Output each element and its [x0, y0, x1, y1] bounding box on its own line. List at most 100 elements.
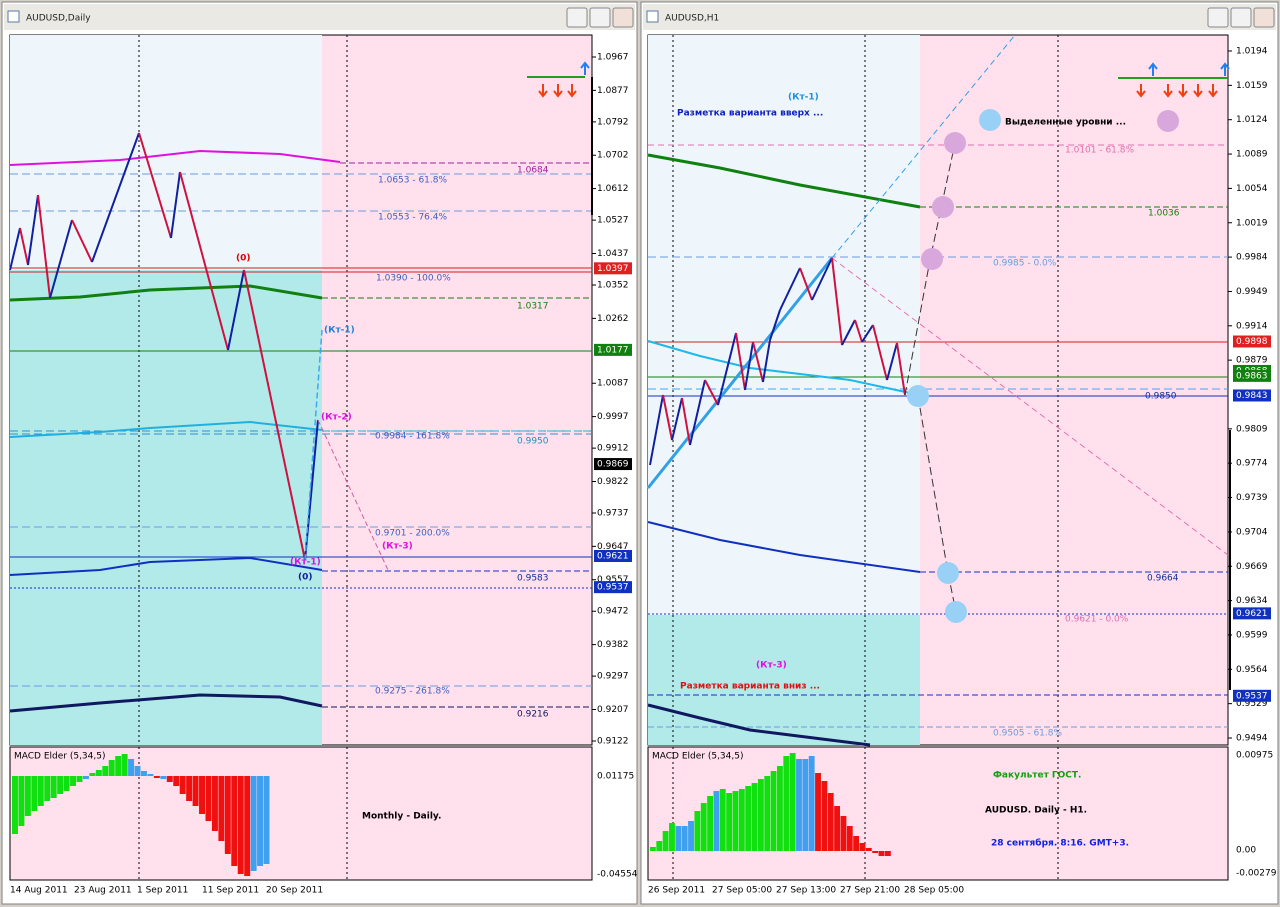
zigzag: [681, 397, 691, 446]
histogram-bar: [211, 776, 218, 831]
zigzag: [769, 309, 781, 341]
level-dot: [1157, 110, 1179, 132]
histogram-bar: [802, 759, 809, 851]
price-label: 1.0124: [1236, 115, 1268, 125]
histogram-bar: [205, 776, 212, 821]
histogram-bar: [745, 786, 752, 851]
price-label: 0.9207: [597, 705, 629, 715]
level-dot: [932, 196, 954, 218]
histogram-bar: [257, 776, 264, 866]
price-label: 0.9122: [597, 737, 629, 747]
time-label: 28 Sep 05:00: [904, 886, 964, 896]
zigzag: [227, 269, 245, 351]
marked-price: 0.9537: [597, 583, 629, 593]
window-title: AUDUSD,H1: [665, 14, 719, 24]
price-label: 0.9704: [1236, 527, 1268, 537]
zigzag: [662, 394, 673, 441]
price-box: [1233, 689, 1271, 702]
zigzag: [799, 267, 813, 301]
time-label: 27 Sep 21:00: [840, 886, 900, 896]
price-box: [1233, 369, 1271, 382]
price-label: 0.9739: [1236, 493, 1268, 503]
zigzag: [744, 341, 754, 391]
histogram-bar: [18, 776, 25, 826]
window-icon: [7, 10, 20, 23]
price-label: 0.9494: [1236, 734, 1268, 744]
histogram-bar: [650, 847, 656, 851]
maximize-button[interactable]: [1230, 7, 1252, 28]
histogram-bar: [134, 766, 141, 776]
zigzag: [762, 339, 771, 383]
moving-average: [9, 149, 341, 166]
wave-label: (Кт-2): [321, 413, 352, 423]
down-arrow: [1178, 84, 1188, 98]
price-label: 1.0702: [597, 151, 629, 161]
zigzag: [671, 397, 683, 441]
down-arrow: [1193, 84, 1203, 98]
macd-area: [9, 746, 593, 881]
histogram-bar: [50, 776, 57, 798]
zigzag: [179, 171, 229, 351]
marked-price: 1.0397: [597, 264, 629, 274]
histogram-bar: [726, 793, 733, 851]
histogram-bar: [808, 756, 815, 851]
wave-label: (0): [298, 573, 313, 583]
marked-price: 1.0177: [597, 345, 629, 355]
price-label: 1.0352: [597, 281, 629, 291]
price-label: 1.0967: [597, 53, 629, 63]
level-value: 0.9505 - 61.8%: [993, 729, 1062, 739]
up-arrow: [1148, 62, 1158, 76]
moving-average: [647, 153, 921, 209]
histogram-bar: [12, 776, 18, 834]
zigzag: [779, 267, 801, 311]
close-button[interactable]: [612, 7, 634, 28]
minimize-button[interactable]: [1207, 7, 1229, 28]
indicator-scale: 0.01175: [597, 772, 634, 782]
marked-price: 0.9621: [597, 552, 629, 562]
indicator-scale: -0.00279: [1236, 869, 1277, 879]
fib-level: 1.0390 - 100.0%: [376, 274, 451, 284]
histogram-bar: [44, 776, 51, 801]
histogram-bar: [102, 766, 109, 776]
down-arrow: [553, 84, 563, 98]
price-label: 0.9599: [1236, 630, 1268, 640]
price-label: 1.0792: [597, 117, 629, 127]
wave-label: (Кт-1): [324, 326, 355, 336]
zigzag: [170, 171, 181, 239]
histogram-bar: [70, 776, 76, 786]
zigzag: [138, 132, 172, 239]
histogram-bar: [173, 776, 180, 786]
price-label: 0.9564: [1236, 665, 1268, 675]
time-label: 14 Aug 2011: [10, 886, 68, 896]
moving-average: [647, 340, 911, 394]
zigzag: [71, 219, 93, 263]
histogram-bar: [218, 776, 225, 841]
price-label: 0.9737: [597, 509, 629, 519]
histogram-bar: [141, 771, 147, 776]
histogram-bar: [853, 836, 860, 851]
price-label: 1.0612: [597, 184, 629, 194]
moving-average: [9, 556, 323, 576]
time-label: 1 Sep 2011: [137, 886, 188, 896]
projection: [304, 329, 323, 561]
close-button[interactable]: [1253, 7, 1275, 28]
histogram-bar: [108, 760, 115, 776]
moving-average: [9, 284, 323, 302]
note: Выделенные уровни ...: [1005, 118, 1126, 128]
level-value: 0.9850: [1145, 392, 1177, 402]
histogram-bar: [757, 779, 764, 851]
price-label: 0.9382: [597, 640, 629, 650]
caption: Факультет ГОСТ.: [993, 771, 1081, 781]
minimize-button[interactable]: [566, 7, 588, 28]
maximize-button[interactable]: [589, 7, 611, 28]
histogram-bar: [719, 789, 726, 851]
zigzag: [841, 319, 856, 346]
histogram-bar: [783, 756, 790, 851]
zigzag: [19, 227, 29, 266]
time-label: 27 Sep 13:00: [776, 886, 836, 896]
histogram-bar: [63, 776, 70, 791]
level-value: 0.9950: [517, 437, 549, 447]
histogram-bar: [751, 783, 758, 851]
projection: [917, 395, 957, 613]
